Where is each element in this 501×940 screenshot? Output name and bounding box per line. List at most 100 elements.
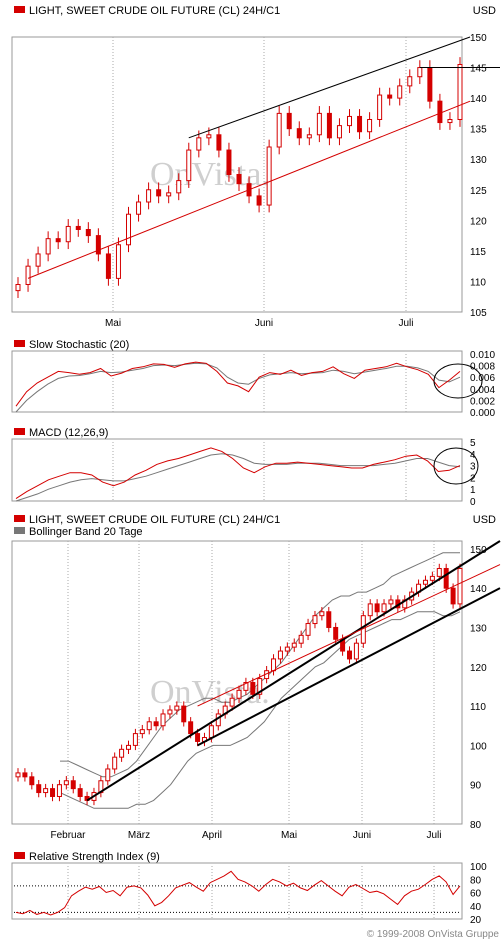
candle-body bbox=[25, 265, 31, 285]
y-tick-label: 4 bbox=[470, 450, 476, 461]
price-panel-2-frame bbox=[11, 540, 463, 825]
legend-swatch bbox=[14, 340, 25, 347]
y-tick-label: 80 bbox=[470, 820, 482, 831]
legend-swatch bbox=[14, 852, 25, 859]
candle-body bbox=[56, 784, 62, 797]
candle-body bbox=[136, 201, 142, 215]
y-tick-label: 0.002 bbox=[470, 396, 495, 407]
candle-body bbox=[166, 192, 172, 197]
candle-body bbox=[112, 756, 118, 770]
candle-body bbox=[75, 225, 81, 230]
x-tick-label: Mai bbox=[281, 830, 297, 841]
candle-body bbox=[347, 115, 352, 127]
legend-swatch bbox=[14, 515, 25, 522]
y-tick-label: 100 bbox=[470, 862, 487, 873]
price-chart-2-header: LIGHT, SWEET CRUDE OIL FUTURE (CL) 24H/C… bbox=[14, 514, 280, 526]
candle-body bbox=[176, 180, 182, 194]
candle-body bbox=[105, 253, 111, 279]
candle-body bbox=[306, 134, 312, 139]
y-tick-label: 130 bbox=[470, 623, 487, 634]
y-tick-label: 150 bbox=[470, 545, 487, 556]
candle-body bbox=[132, 733, 138, 746]
candle-body bbox=[377, 94, 383, 121]
candle-body bbox=[357, 115, 363, 133]
y-tick-label: 0.004 bbox=[470, 385, 495, 396]
candle-body bbox=[206, 134, 212, 139]
candle-body bbox=[22, 772, 28, 778]
candle-body bbox=[126, 744, 131, 750]
y-tick-label: 130 bbox=[470, 155, 487, 166]
y-tick-label: 0.006 bbox=[470, 373, 495, 384]
candle-body bbox=[229, 697, 235, 707]
y-tick-label: 115 bbox=[470, 247, 486, 258]
candle-body bbox=[436, 568, 442, 577]
stochastic-header: Slow Stochastic (20) bbox=[14, 339, 129, 351]
price-unit-2: USD bbox=[472, 514, 496, 526]
x-tick-label: Juni bbox=[255, 318, 273, 329]
macd-panel-frame bbox=[11, 438, 463, 502]
candle-body bbox=[457, 568, 463, 605]
candle-body bbox=[298, 634, 304, 644]
candle-body bbox=[156, 189, 162, 197]
price-unit: USD bbox=[472, 5, 496, 17]
candle-body bbox=[296, 128, 302, 139]
y-tick-label: 105 bbox=[470, 308, 487, 319]
watermark: OnVista. bbox=[150, 156, 270, 193]
legend-swatch bbox=[14, 6, 25, 13]
candle-body bbox=[236, 689, 242, 699]
trend-channel-line bbox=[197, 564, 501, 707]
candle-body bbox=[429, 575, 435, 581]
x-tick-label: Mai bbox=[105, 318, 121, 329]
rsi-line bbox=[15, 870, 461, 916]
candle-body bbox=[367, 119, 373, 133]
x-tick-label: Juli bbox=[426, 830, 441, 841]
y-tick-label: 150 bbox=[470, 33, 487, 44]
candle-body bbox=[181, 705, 187, 723]
y-tick-label: 120 bbox=[470, 663, 487, 674]
candle-body bbox=[55, 238, 61, 243]
bollinger-title: Bollinger Band 20 Tage bbox=[29, 526, 143, 538]
y-tick-label: 2 bbox=[470, 473, 476, 484]
candle-body bbox=[63, 780, 69, 786]
candle-body bbox=[95, 235, 101, 255]
y-tick-label: 100 bbox=[470, 741, 487, 752]
candle-body bbox=[443, 568, 449, 589]
candle-body bbox=[36, 784, 42, 794]
stochastic-signal-line bbox=[15, 362, 461, 413]
candle-body bbox=[160, 713, 166, 727]
y-tick-label: 0 bbox=[470, 497, 476, 508]
candle-body bbox=[457, 64, 463, 120]
stochastic-title: Slow Stochastic (20) bbox=[29, 339, 130, 351]
candle-body bbox=[45, 238, 51, 255]
candle-body bbox=[139, 729, 145, 735]
candle-body bbox=[119, 748, 125, 758]
y-tick-label: 20 bbox=[470, 915, 482, 926]
trend-line bbox=[27, 100, 471, 279]
candle-body bbox=[35, 253, 41, 267]
candle-body bbox=[353, 642, 359, 660]
candle-body bbox=[387, 94, 393, 99]
macd-header: MACD (12,26,9) bbox=[14, 427, 108, 439]
candle-body bbox=[126, 213, 131, 246]
candle-body bbox=[286, 112, 292, 130]
rsi-title: Relative Strength Index (9) bbox=[29, 851, 160, 863]
macd-line bbox=[15, 447, 461, 500]
rsi-panel-frame bbox=[11, 862, 463, 920]
stochastic-panel-frame bbox=[11, 350, 463, 413]
y-tick-label: 135 bbox=[470, 125, 487, 136]
y-tick-label: 80 bbox=[470, 875, 482, 886]
price-chart-header: LIGHT, SWEET CRUDE OIL FUTURE (CL) 24H/C… bbox=[14, 5, 280, 17]
y-tick-label: 140 bbox=[470, 584, 487, 595]
y-tick-label: 0.008 bbox=[470, 362, 495, 373]
y-tick-label: 110 bbox=[470, 702, 486, 713]
y-tick-label: 40 bbox=[470, 902, 482, 913]
candle-body bbox=[381, 603, 387, 613]
rsi-header: Relative Strength Index (9) bbox=[14, 851, 160, 863]
candle-body bbox=[277, 650, 283, 660]
candle-body bbox=[153, 721, 159, 727]
candle-body bbox=[226, 149, 232, 176]
x-tick-label: März bbox=[128, 830, 150, 841]
candle-body bbox=[105, 768, 111, 782]
trend-channel-line bbox=[86, 540, 501, 802]
y-tick-label: 1 bbox=[470, 485, 476, 496]
